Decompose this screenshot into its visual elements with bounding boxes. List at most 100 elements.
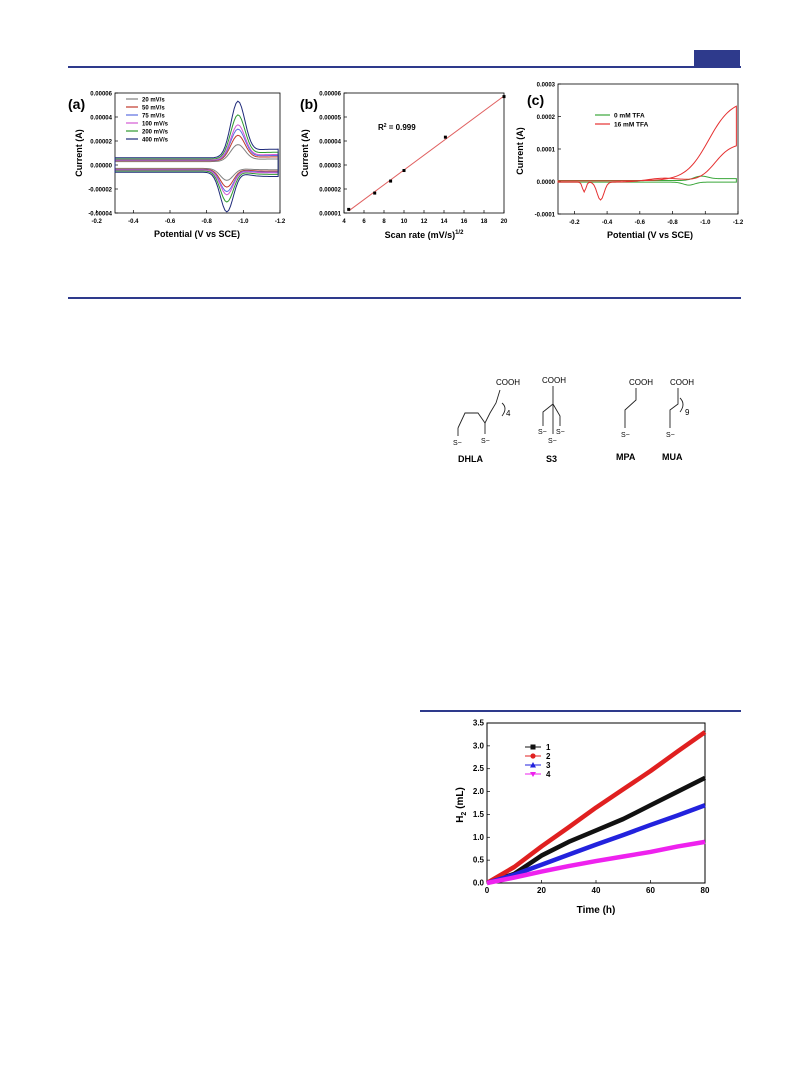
- dhla-thiolate-1: S−: [453, 440, 462, 447]
- data-point: [402, 169, 406, 173]
- panel-a-label: (a): [68, 96, 85, 112]
- x-tick-label: -0.8: [201, 219, 212, 225]
- panel-b-label: (b): [300, 96, 318, 112]
- h2-xlabel: Time (h): [577, 905, 616, 916]
- legend-marker: [530, 744, 536, 750]
- x-tick-label: -0.2: [569, 220, 580, 226]
- y-tick-label: 3.0: [473, 741, 485, 750]
- ligand-name-mpa: MPA: [616, 452, 636, 462]
- y-tick-label: 3.5: [473, 719, 485, 728]
- h2-series-line: [486, 839, 706, 886]
- x-tick-label: 6: [362, 219, 366, 225]
- cv-curve: [114, 128, 279, 193]
- data-point: [443, 135, 447, 139]
- y-tick-label: 0.5: [473, 856, 485, 865]
- y-tick-label: 0.00004: [90, 116, 112, 122]
- x-tick-label: -1.2: [733, 220, 744, 226]
- s3-thiolate-1: S−: [538, 429, 547, 436]
- panel-c-xlabel: Potential (V vs SCE): [607, 230, 693, 240]
- fit-line: [348, 95, 505, 212]
- cv-curve-16mM: [557, 105, 737, 201]
- legend-label: 3: [546, 761, 551, 770]
- y-tick-label: 1.0: [473, 833, 485, 842]
- x-tick-label: -1.0: [700, 220, 711, 226]
- y-tick-label: 0.00000: [90, 164, 112, 170]
- x-tick-label: -0.8: [667, 220, 678, 226]
- figure-bottom-rule: [68, 297, 741, 299]
- x-tick-label: -1.0: [238, 219, 249, 225]
- legend-label: 1: [546, 743, 551, 752]
- y-tick-label: 0.00002: [319, 188, 341, 194]
- y-tick-label: 2.5: [473, 764, 485, 773]
- mpa-skeleton: [624, 388, 637, 428]
- header-accent-tab: [694, 50, 740, 66]
- mua-bracket: [679, 397, 684, 413]
- h2-ylabel: H2 (mL): [455, 787, 468, 823]
- x-tick-label: 40: [592, 886, 601, 895]
- s3-skeleton: [542, 386, 561, 434]
- panel-b-xlabel: Scan rate (mV/s)1/2: [385, 230, 465, 240]
- mua-cooh: COOH: [670, 378, 694, 387]
- y-tick-label: 0.00005: [319, 116, 341, 122]
- h2-figure-top-rule: [420, 710, 741, 712]
- x-tick-label: 14: [441, 219, 448, 225]
- panel-b-annotation: R2 = 0.999: [378, 123, 416, 132]
- y-tick-label: 0.0: [473, 879, 485, 888]
- x-tick-label: -0.2: [91, 219, 102, 225]
- x-tick-label: -0.6: [635, 220, 646, 226]
- ligand-structures: COOH 4 S− S− COOH S− S− S− COOH S− COOH …: [453, 376, 694, 464]
- cv-curve: [114, 134, 279, 188]
- y-tick-label: 0.0002: [537, 115, 556, 121]
- panel-b-ylabel: Current (A): [300, 129, 310, 177]
- panel-c-ylabel: Current (A): [515, 127, 525, 175]
- y-tick-label: 0.00004: [319, 140, 341, 146]
- y-tick-label: 0.0003: [537, 83, 556, 89]
- s3-cooh: COOH: [542, 376, 566, 385]
- ligand-name-mua: MUA: [662, 452, 683, 462]
- legend-marker: [530, 772, 536, 777]
- y-tick-label: 2.0: [473, 787, 485, 796]
- panel-c-frame: [557, 83, 739, 215]
- x-tick-label: 8: [382, 219, 386, 225]
- panel-a-xlabel: Potential (V vs SCE): [154, 229, 240, 239]
- legend-marker: [530, 762, 536, 768]
- dhla-skeleton: [457, 389, 501, 429]
- mua-skeleton: [669, 388, 679, 428]
- legend-label: 75 mV/s: [142, 114, 165, 120]
- s3-thiolate-2: S−: [556, 429, 565, 436]
- y-tick-label: 0.00001: [319, 212, 341, 218]
- x-tick-label: 20: [501, 219, 508, 225]
- x-tick-label: -0.6: [165, 219, 176, 225]
- panel-a-frame: [114, 92, 281, 214]
- x-tick-label: 60: [646, 886, 655, 895]
- cv-curve: [114, 124, 279, 196]
- dhla-cooh: COOH: [496, 378, 520, 387]
- data-point: [373, 191, 377, 195]
- mua-subscript: 9: [685, 408, 690, 417]
- x-tick-label: 4: [342, 219, 346, 225]
- legend-label: 400 mV/s: [142, 138, 169, 144]
- legend-label: 0 mM TFA: [614, 113, 645, 120]
- ligand-name-dhla: DHLA: [458, 454, 483, 464]
- h2-figure: 0.00.51.01.52.02.53.03.5 0 20 40 60 80 1234 …: [455, 719, 710, 917]
- panel-b-frame: [343, 92, 505, 214]
- data-point: [389, 179, 393, 183]
- s3-thiolate-3: S−: [548, 438, 557, 445]
- y-tick-label: 0.00002: [90, 140, 112, 146]
- x-tick-label: 80: [701, 886, 710, 895]
- panel-c-label: (c): [527, 92, 544, 108]
- y-tick-label: -0.0001: [535, 213, 556, 219]
- mpa-cooh: COOH: [629, 378, 653, 387]
- y-tick-label: 0.00003: [319, 164, 341, 170]
- x-tick-label: 20: [537, 886, 546, 895]
- h2-series-line: [486, 775, 707, 886]
- header-rule: [68, 66, 741, 68]
- x-tick-label: 12: [421, 219, 428, 225]
- legend-marker: [530, 753, 536, 759]
- h2-series-line: [486, 803, 706, 886]
- y-tick-label: -0.00004: [88, 212, 112, 218]
- cv-curve: [114, 100, 279, 213]
- cv-figure: (a) -0.00004 -0.00002 0.00000 0.00002 0.0000…: [68, 83, 744, 241]
- dhla-subscript: 4: [506, 409, 511, 418]
- panel-b: (b) 0.00001 0.00002 0.00003 0.00004 0.00005 0…: [300, 92, 508, 241]
